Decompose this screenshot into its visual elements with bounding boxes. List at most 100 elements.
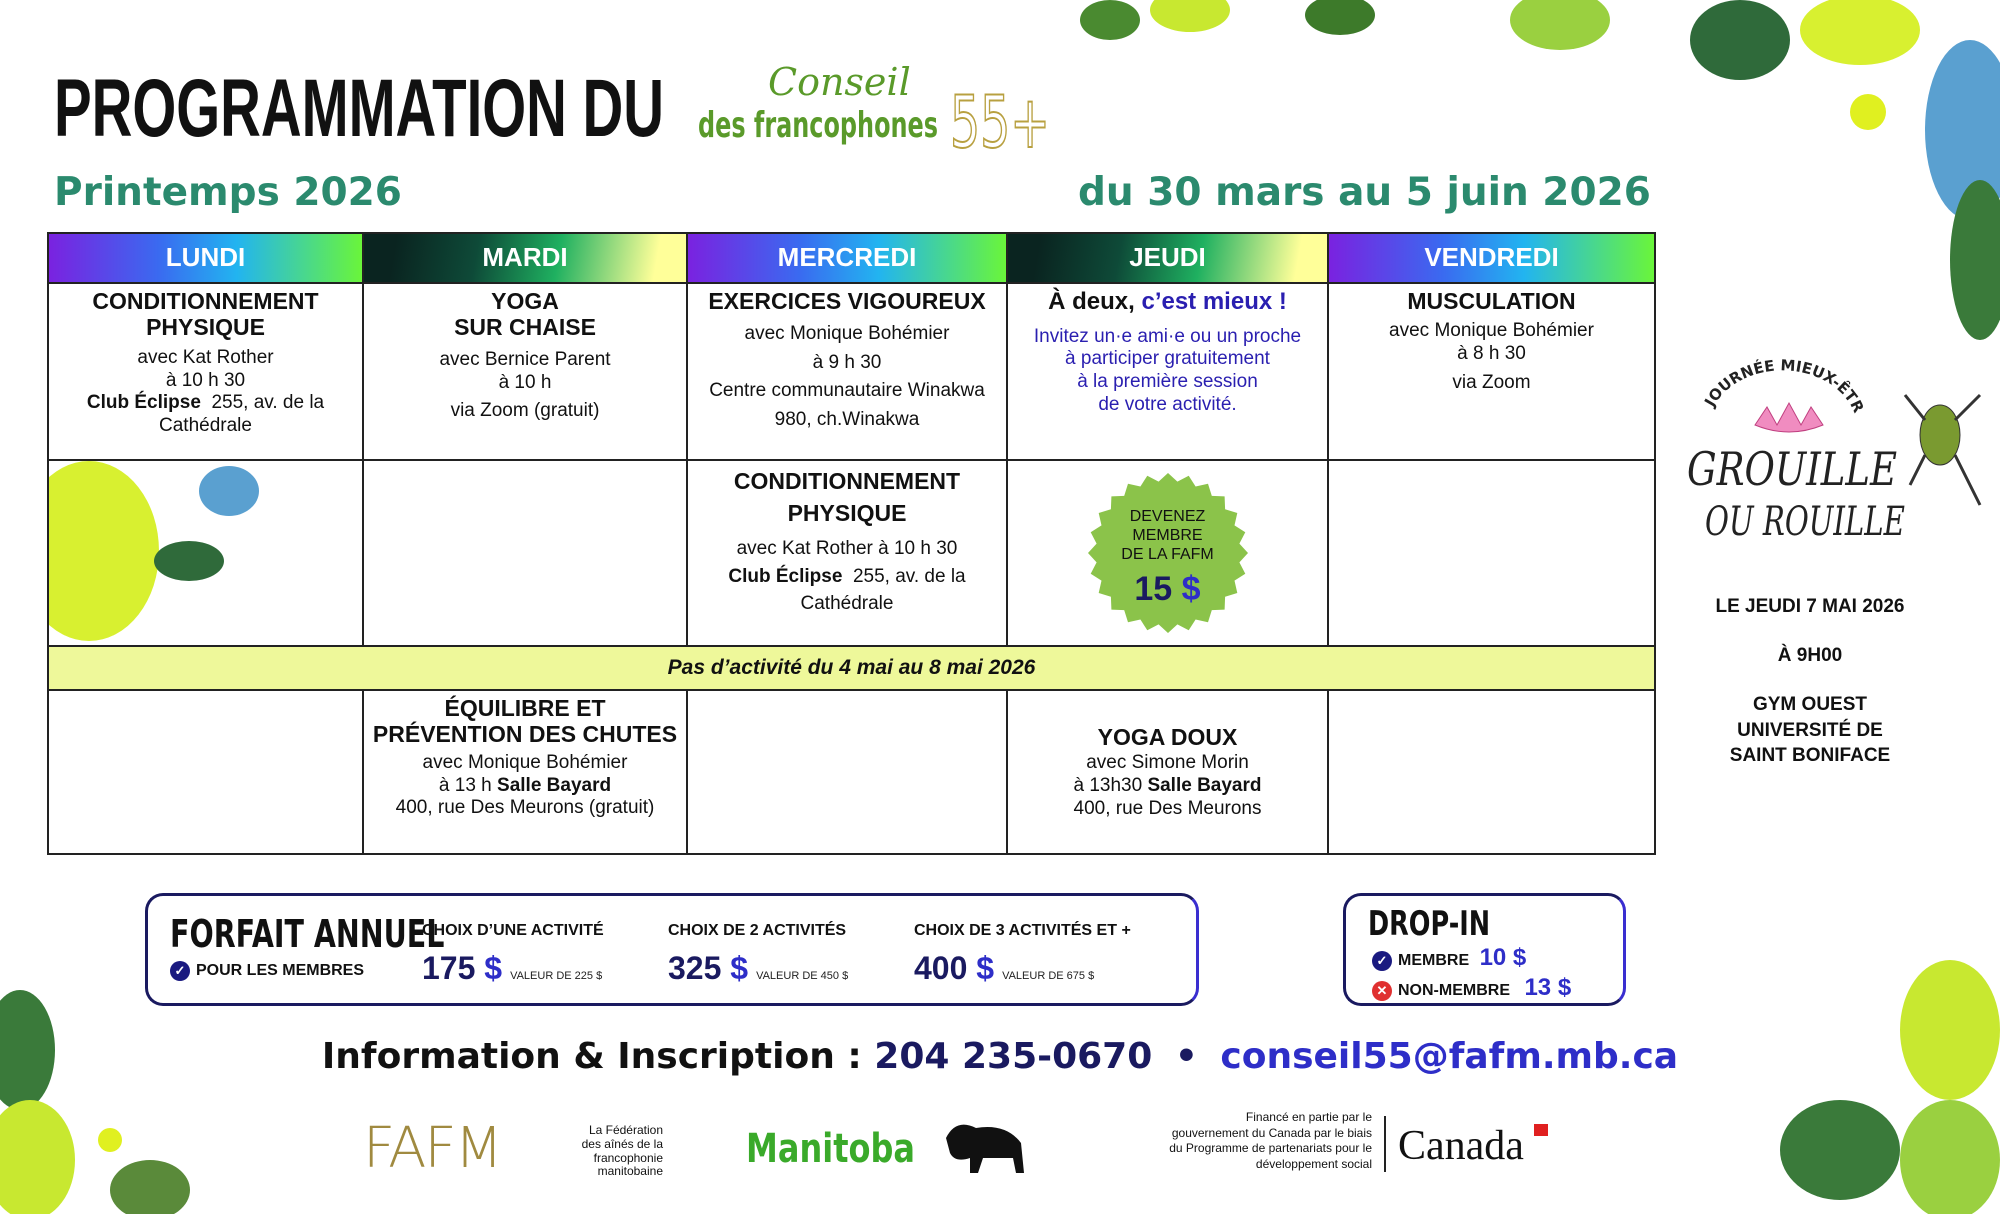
address: 980, ch.Winakwa xyxy=(774,408,920,430)
lotus-icon xyxy=(1754,401,1824,433)
promo-text: à la première session xyxy=(1077,371,1258,393)
contact-line: Information & Inscription : 204 235-0670… xyxy=(0,1036,2000,1077)
funding-note: Financé en partie par le xyxy=(1245,1110,1372,1124)
fafm-desc: francophonie xyxy=(593,1150,663,1165)
option-label: CHOIX DE 3 ACTIVITÉS ET + xyxy=(914,922,1131,939)
x-icon: ✕ xyxy=(1372,980,1392,1001)
leaves-decoration-bottom-right xyxy=(1780,960,2000,1214)
activity-cell: YOGA SUR CHAISE avec Bernice Parent à 10 … xyxy=(362,282,688,461)
day-header-vendredi: VENDREDI xyxy=(1327,232,1656,284)
forfait-title: FORFAIT ANNUEL xyxy=(170,912,445,956)
page-title-text: PROGRAMMATION DU xyxy=(54,63,664,152)
manitoba-wordmark: Manitoba xyxy=(746,1126,915,1172)
badge-text: MEMBRE xyxy=(1132,527,1203,545)
activity-cell: ÉQUILIBRE ET PRÉVENTION DES CHUTES avec M… xyxy=(362,689,688,855)
time: à 8 h 30 xyxy=(1457,343,1526,365)
venue: via Zoom xyxy=(1452,372,1531,394)
logo-55-text: 55+ xyxy=(950,80,1050,157)
check-icon: ✓ xyxy=(170,961,190,981)
grouille-ou-rouille-logo: JOURNÉE MIEUX-ÊTRE GROUILLE OU ROUILLE xyxy=(1665,355,1982,545)
logo-conseil-text: Conseil xyxy=(768,60,911,104)
email-link[interactable]: conseil55@fafm.mb.ca xyxy=(1220,1036,1679,1077)
no-activity-banner: Pas d’activité du 4 mai au 8 mai 2026 xyxy=(47,645,1656,691)
info-label: Information & Inscription : xyxy=(321,1036,862,1077)
time: à 10 h xyxy=(498,371,552,393)
leaves-decoration xyxy=(50,462,259,641)
time: à 9 h 30 xyxy=(812,351,882,373)
option-label: CHOIX D’UNE ACTIVITÉ xyxy=(422,922,604,939)
fafm-logo: FAFM La Fédération des aînés de la francop… xyxy=(363,1116,663,1181)
empty-cell xyxy=(47,689,364,855)
season-label: Printemps 2026 xyxy=(54,170,402,215)
empty-cell xyxy=(686,689,1008,855)
badge-starburst-icon xyxy=(1087,473,1248,633)
activity-cell: CONDITIONNEMENT PHYSIQUE avec Kat Rother … xyxy=(686,459,1008,647)
date-range: du 30 mars au 5 juin 2026 xyxy=(1078,170,1651,215)
day-header-lundi: LUNDI xyxy=(47,232,364,284)
separator: • xyxy=(1174,1036,1198,1077)
member-label: MEMBRE xyxy=(1398,952,1470,969)
event-place: UNIVERSITÉ DE xyxy=(1737,719,1883,741)
divider xyxy=(1384,1116,1386,1172)
activity-title: EXERCICES VIGOUREUX xyxy=(708,288,986,314)
address: 255, av. de la Cathédrale xyxy=(159,392,325,437)
package-option: CHOIX D’UNE ACTIVITÉ 175 $ VALEUR DE 225 … xyxy=(422,922,604,987)
time: à 10 h 30 xyxy=(165,369,246,391)
activity-title: YOGA DOUX xyxy=(1097,723,1238,750)
event-place: GYM OUEST xyxy=(1752,694,1867,715)
promo-title: À deux, xyxy=(1048,288,1135,315)
option-price: 175 xyxy=(422,950,476,986)
funding-note: développement social xyxy=(1255,1156,1372,1171)
instructor: avec Monique Bohémier xyxy=(744,323,950,345)
membership-badge: DEVENEZ MEMBRE DE LA FAFM 15 $ xyxy=(1087,473,1248,633)
empty-cell xyxy=(1327,689,1656,855)
day-header-jeudi: JEUDI xyxy=(1006,232,1329,284)
schedule-table: LUNDI MARDI MERCREDI JEUDI VENDREDI COND… xyxy=(47,232,1656,855)
logo-line: GROUILLE xyxy=(1687,442,1897,496)
event-time: À 9H00 xyxy=(1777,645,1843,666)
address: 400, rue Des Meurons (gratuit) xyxy=(395,797,655,819)
promo-title: c’est mieux ! xyxy=(1141,288,1287,315)
membership-cell: DEVENEZ MEMBRE DE LA FAFM 15 $ xyxy=(1006,459,1329,647)
fafm-desc: des aînés de la xyxy=(581,1136,663,1151)
fafm-wordmark: FAFM xyxy=(363,1116,503,1181)
annual-package-box: FORFAIT ANNUEL ✓ POUR LES MEMBRES CHOIX D… xyxy=(145,893,1199,1006)
venue: Club Éclipse xyxy=(86,392,201,414)
activity-title: MUSCULATION xyxy=(1407,288,1576,314)
address: 255, av. de la Cathédrale xyxy=(800,565,966,615)
instructor: avec Bernice Parent xyxy=(439,348,611,370)
venue: Centre communautaire Winakwa xyxy=(709,380,985,402)
promo-cell: À deux, c’est mieux ! Invitez un·e ami·e… xyxy=(1006,282,1329,461)
currency: $ xyxy=(730,950,749,986)
member-price: 10 $ xyxy=(1479,944,1527,971)
instructor: avec Kat Rother xyxy=(137,346,274,368)
event-place: SAINT BONIFACE xyxy=(1729,745,1891,767)
activity-title: CONDITIONNEMENT xyxy=(733,468,961,494)
bison-icon xyxy=(946,1124,1024,1173)
instructor: avec Monique Bohémier xyxy=(422,751,628,773)
activity-cell: CONDITIONNEMENT PHYSIQUE avec Kat Rother… xyxy=(47,282,364,461)
venue: via Zoom (gratuit) xyxy=(450,400,600,422)
badge-text: DEVENEZ xyxy=(1129,508,1206,525)
instructor: avec Kat Rother à 10 h 30 xyxy=(736,538,958,560)
option-value: VALEUR DE 225 $ xyxy=(510,970,603,982)
conseil-logo: Conseil des francophones 55+ xyxy=(698,60,1051,157)
time: à 13 h xyxy=(438,774,492,796)
badge-currency: $ xyxy=(1181,569,1201,608)
members-label: POUR LES MEMBRES xyxy=(196,962,365,980)
phone-number[interactable]: 204 235-0670 xyxy=(874,1036,1153,1077)
venue: Salle Bayard xyxy=(1147,774,1262,796)
instructor: avec Simone Morin xyxy=(1086,752,1249,774)
event-date: LE JEUDI 7 MAI 2026 xyxy=(1715,596,1905,617)
canada-wordmark: Canada xyxy=(1398,1123,1524,1169)
logo-arc-text: JOURNÉE MIEUX-ÊTRE xyxy=(1665,355,1868,416)
instructor: avec Monique Bohémier xyxy=(1389,320,1594,342)
activity-title: SUR CHAISE xyxy=(454,314,596,341)
activity-title: YOGA xyxy=(491,288,559,314)
option-value: VALEUR DE 675 $ xyxy=(1002,970,1095,982)
page-title: PROGRAMMATION DU xyxy=(54,63,664,152)
fafm-desc: manitobaine xyxy=(597,1164,663,1179)
empty-cell xyxy=(47,459,364,647)
activity-cell: EXERCICES VIGOUREUX avec Monique Bohémie… xyxy=(686,282,1008,461)
svg-text:JOURNÉE MIEUX-ÊTRE: JOURNÉE MIEUX-ÊTRE xyxy=(1665,355,1868,416)
